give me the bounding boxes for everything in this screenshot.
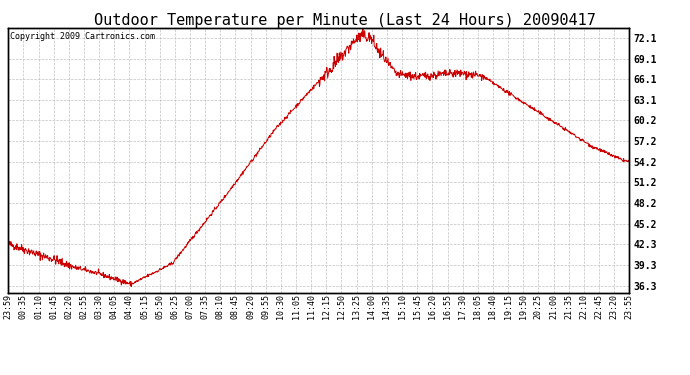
Text: Outdoor Temperature per Minute (Last 24 Hours) 20090417: Outdoor Temperature per Minute (Last 24 … (94, 13, 596, 28)
Text: Copyright 2009 Cartronics.com: Copyright 2009 Cartronics.com (10, 32, 155, 41)
